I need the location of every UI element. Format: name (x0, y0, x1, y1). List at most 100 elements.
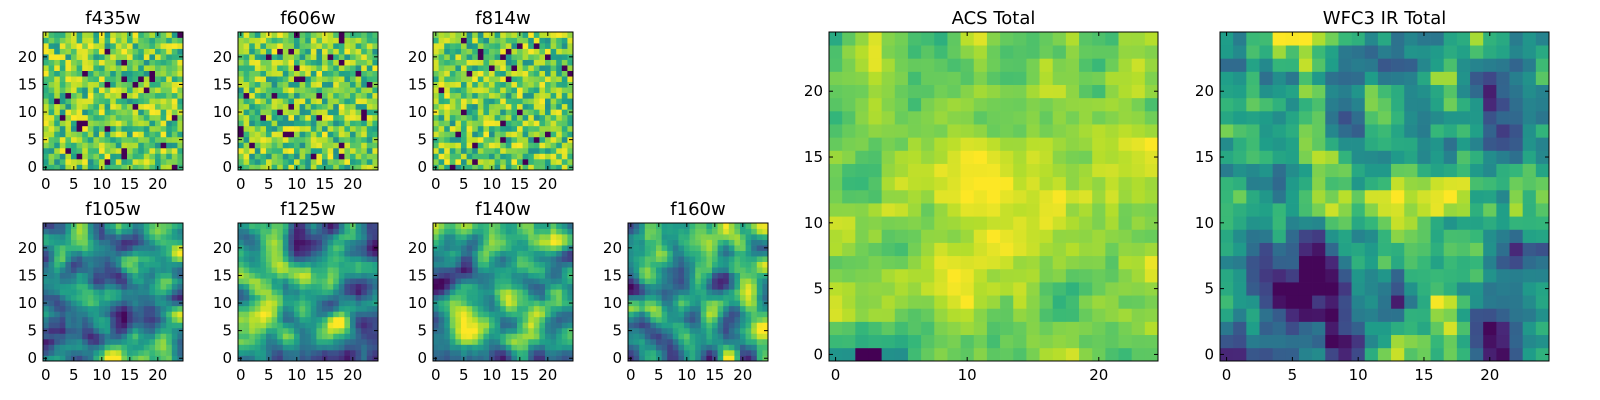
heatmap-cell (254, 223, 261, 229)
heatmap-cell (678, 316, 685, 323)
heatmap-cell (316, 305, 323, 312)
heatmap-cell (561, 59, 568, 66)
heatmap-cell (54, 76, 61, 83)
heatmap-cell (71, 239, 77, 246)
heatmap-cell (455, 59, 462, 66)
heatmap-cell (517, 65, 523, 71)
heatmap-cell (477, 239, 484, 246)
heatmap-cell (1131, 189, 1146, 204)
heatmap-cell (438, 109, 445, 116)
heatmap-cell (545, 70, 551, 77)
heatmap-cell (455, 267, 462, 274)
heatmap-cell (76, 316, 83, 323)
heatmap-cell (87, 305, 94, 312)
heatmap-cell (461, 278, 467, 285)
heatmap-cell (104, 278, 111, 285)
heatmap-cell (338, 234, 345, 240)
heatmap-cell (528, 54, 535, 60)
heatmap-cell (751, 234, 758, 240)
heatmap-cell (260, 234, 267, 240)
heatmap-cell (740, 245, 746, 251)
heatmap-cell (327, 87, 334, 94)
heatmap-cell (511, 136, 518, 143)
heatmap-cell (166, 103, 173, 110)
heatmap-cell (689, 305, 696, 312)
heatmap-cell (522, 278, 529, 285)
heatmap-cell (695, 327, 702, 334)
heatmap-cell (466, 355, 473, 362)
heatmap-cell (59, 37, 66, 44)
heatmap-cell (505, 37, 512, 44)
heatmap-cell (132, 109, 139, 116)
heatmap-cell (238, 59, 244, 66)
heatmap-cell (249, 272, 256, 279)
heatmap-cell (155, 333, 161, 340)
heatmap-cell (177, 239, 184, 246)
heatmap-cell (171, 59, 178, 66)
heatmap-cell (249, 136, 256, 143)
heatmap-cell (438, 289, 445, 296)
heatmap-cell (93, 289, 100, 296)
heatmap-cell (127, 76, 133, 83)
heatmap-cell (355, 333, 362, 340)
heatmap-cell (310, 333, 317, 340)
heatmap-cell (561, 256, 568, 262)
heatmap-cell (138, 245, 145, 251)
heatmap-cell (316, 147, 323, 154)
heatmap-cell (271, 228, 278, 235)
heatmap-cell (171, 333, 178, 340)
heatmap-cell (522, 164, 529, 171)
heatmap-cell (277, 76, 284, 83)
heatmap-cell (327, 43, 334, 49)
heatmap-cell (1026, 268, 1040, 283)
heatmap-cell (115, 278, 122, 285)
heatmap-cell (65, 158, 72, 165)
heatmap-cell (723, 294, 730, 301)
heatmap-cell (444, 344, 451, 351)
heatmap-cell (338, 239, 345, 246)
heatmap-cell (500, 278, 507, 285)
heatmap-cell (132, 153, 139, 160)
heatmap-cell (43, 125, 49, 132)
heatmap-cell (327, 250, 334, 257)
heatmap-cell (350, 147, 356, 154)
heatmap-cell (160, 338, 167, 345)
heatmap-cell (745, 223, 752, 229)
heatmap-cell (661, 267, 668, 274)
heatmap-cell (366, 322, 373, 329)
heatmap-cell (177, 32, 184, 38)
heatmap-cell (282, 125, 289, 132)
heatmap-cell (1131, 347, 1146, 362)
heatmap-cell (561, 239, 568, 246)
heatmap-cell (656, 267, 662, 274)
heatmap-cell (249, 223, 256, 229)
heatmap-cell (361, 158, 368, 165)
heatmap-cell (93, 261, 100, 268)
heatmap-cell (934, 308, 948, 322)
heatmap-cell (238, 239, 244, 246)
heatmap-cell (881, 163, 896, 178)
heatmap-cell (115, 338, 122, 345)
heatmap-cell (539, 349, 546, 356)
heatmap-cell (472, 32, 479, 38)
heatmap-cell (500, 103, 507, 110)
heatmap-cell (177, 228, 184, 235)
heatmap-cell (1144, 347, 1159, 362)
heatmap-cell (93, 59, 100, 66)
heatmap-cell (121, 234, 128, 240)
heatmap-cell (243, 54, 250, 60)
heatmap-cell (138, 125, 145, 132)
heatmap-cell (115, 355, 122, 362)
heatmap-cell (986, 255, 1001, 270)
heatmap-cell (322, 81, 328, 88)
heatmap-cell (59, 261, 66, 268)
heatmap-cell (361, 267, 368, 274)
heatmap-cell (656, 234, 662, 240)
heatmap-cell (372, 48, 379, 55)
heatmap-cell (740, 344, 746, 351)
heatmap-cell (71, 316, 77, 323)
heatmap-cell (361, 272, 368, 279)
heatmap-cell (706, 322, 713, 329)
heatmap-cell (138, 316, 145, 323)
heatmap-cell (121, 256, 128, 262)
